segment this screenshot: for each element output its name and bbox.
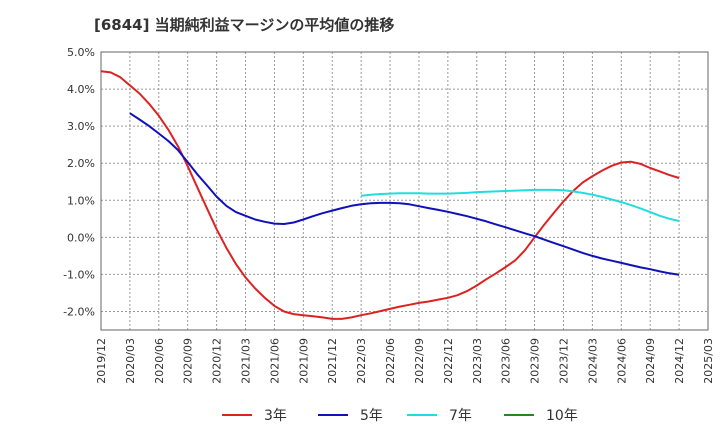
y-tick-label: -2.0% xyxy=(63,305,95,318)
x-tick-label: 2022/09 xyxy=(413,338,426,384)
x-tick-label: 2025/03 xyxy=(702,338,715,384)
series-layer xyxy=(100,70,680,320)
x-tick-label: 2021/06 xyxy=(268,338,281,384)
x-tick-label: 2024/12 xyxy=(673,338,686,384)
y-tick-label: 0.0% xyxy=(67,231,95,244)
x-tick-label: 2024/03 xyxy=(586,338,599,384)
x-tick-label: 2020/09 xyxy=(182,338,195,384)
y-tick-label: 2.0% xyxy=(67,157,95,170)
legend: 3年 5年 7年 10年 xyxy=(222,408,578,424)
legend-label-4: 10年 xyxy=(546,408,578,424)
x-tick-label: 2020/03 xyxy=(124,338,137,384)
x-tick-label: 2020/12 xyxy=(211,338,224,384)
x-tick-label: 2023/12 xyxy=(557,338,570,384)
legend-label-3: 7年 xyxy=(449,408,472,424)
y-tick-label: 4.0% xyxy=(67,83,95,96)
x-tick-label: 2021/12 xyxy=(326,338,339,384)
y-axis-ticks: 5.0% 4.0% 3.0% 2.0% 1.0% 0.0% -1.0% -2.0% xyxy=(63,46,95,318)
series-line-3 xyxy=(360,188,680,222)
plot-area xyxy=(101,52,708,330)
x-tick-label: 2019/12 xyxy=(95,338,108,384)
x-tick-label: 2024/09 xyxy=(644,338,657,384)
legend-label-1: 3年 xyxy=(264,408,287,424)
y-tick-label: 3.0% xyxy=(67,120,95,133)
x-tick-label: 2024/06 xyxy=(615,338,628,384)
x-tick-label: 2021/03 xyxy=(240,338,253,384)
x-tick-label: 2022/06 xyxy=(384,338,397,384)
x-axis-ticks: 2019/12 2020/03 2020/06 2020/09 2020/12 2021/… xyxy=(95,338,715,384)
series-line-2 xyxy=(129,112,680,276)
x-tick-label: 2023/06 xyxy=(500,338,513,384)
chart-title: [6844] 当期純利益マージンの平均値の推移 xyxy=(94,16,395,34)
x-tick-label: 2023/03 xyxy=(471,338,484,384)
legend-label-2: 5年 xyxy=(360,408,383,424)
grid-layer xyxy=(100,51,709,330)
y-tick-label: 1.0% xyxy=(67,194,95,207)
plot-border xyxy=(100,51,709,331)
x-tick-label: 2021/09 xyxy=(297,338,310,384)
series-line-1 xyxy=(100,70,680,320)
y-tick-label: -1.0% xyxy=(63,268,95,281)
x-tick-label: 2020/06 xyxy=(153,338,166,384)
x-tick-label: 2023/09 xyxy=(529,338,542,384)
x-tick-label: 2022/03 xyxy=(355,338,368,384)
y-tick-label: 5.0% xyxy=(67,46,95,59)
x-tick-label: 2022/12 xyxy=(442,338,455,384)
